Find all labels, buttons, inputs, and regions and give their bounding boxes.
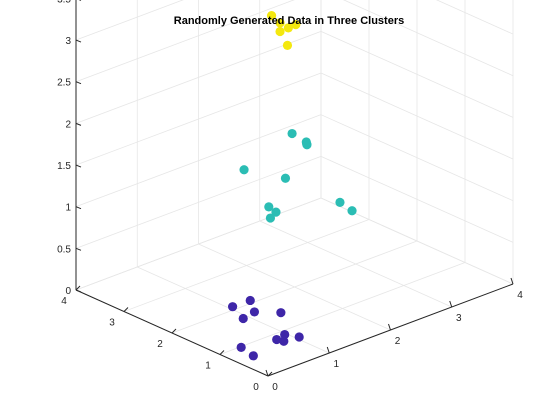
x-tick-mark xyxy=(449,300,453,308)
z-tick-label: 2 xyxy=(65,119,71,130)
z-tick-label: 1 xyxy=(65,203,71,214)
data-point-cluster-1 xyxy=(279,336,289,346)
y-tick-label: 4 xyxy=(61,296,67,307)
y-tick-mark xyxy=(75,285,81,291)
x-tick-label: 2 xyxy=(395,336,401,347)
y-tick-mark xyxy=(267,371,273,377)
data-point-cluster-1 xyxy=(248,351,258,361)
wall-grid-line xyxy=(435,0,514,35)
wall-grid-line xyxy=(320,72,514,160)
data-point-cluster-2 xyxy=(335,197,345,207)
z-tick-mark xyxy=(75,206,82,210)
x-tick-mark xyxy=(388,323,391,331)
z-tick-mark xyxy=(75,289,82,293)
z-tick-mark xyxy=(75,247,82,251)
data-point-cluster-1 xyxy=(276,308,286,318)
x-tick-mark xyxy=(510,277,514,285)
y-tick-label: 2 xyxy=(157,339,163,350)
data-point-cluster-1 xyxy=(236,342,246,352)
wall-grid-line xyxy=(320,31,514,118)
data-point-cluster-2 xyxy=(265,213,276,223)
z-tick-label: 0 xyxy=(65,286,71,297)
floor-grid-line xyxy=(123,219,370,312)
y-tick-mark xyxy=(171,328,177,334)
data-point-cluster-1 xyxy=(245,295,255,306)
wall-grid-line xyxy=(75,0,184,41)
y-tick-label: 0 xyxy=(253,382,259,393)
wall-grid-line xyxy=(75,155,322,249)
data-point-cluster-1 xyxy=(249,307,260,317)
y-tick-label: 3 xyxy=(109,318,115,329)
chart-title: Randomly Generated Data in Three Cluster… xyxy=(174,15,404,27)
wall-grid-line xyxy=(75,114,322,208)
z-tick-label: 3.5 xyxy=(57,0,71,5)
data-point-cluster-2 xyxy=(239,165,249,175)
data-point-cluster-1 xyxy=(228,302,238,312)
z-tick-mark xyxy=(75,164,82,168)
data-point-cluster-3 xyxy=(291,20,301,30)
y-tick-mark xyxy=(219,350,225,355)
z-tick-label: 0.5 xyxy=(57,244,71,255)
data-point-cluster-3 xyxy=(283,23,293,33)
data-point-cluster-2 xyxy=(280,173,291,183)
data-point-cluster-2 xyxy=(347,206,357,216)
x-tick-label: 1 xyxy=(333,359,339,370)
x-tick-label: 4 xyxy=(517,290,523,301)
data-point-cluster-2 xyxy=(287,128,297,139)
z-tick-label: 3 xyxy=(65,36,71,47)
data-point-cluster-2 xyxy=(271,207,281,217)
wall-grid-line xyxy=(75,30,322,124)
z-tick-mark xyxy=(75,81,82,85)
data-point-cluster-1 xyxy=(294,332,304,342)
wall-grid-line xyxy=(320,155,514,243)
x-tick-label: 3 xyxy=(456,313,462,324)
y-tick-label: 1 xyxy=(205,361,211,372)
data-point-cluster-2 xyxy=(264,202,274,212)
x-tick-label: 0 xyxy=(272,382,278,393)
data-point-cluster-2 xyxy=(301,137,311,147)
data-point-cluster-3 xyxy=(266,11,277,21)
point-layer xyxy=(228,11,357,361)
axis-layer xyxy=(75,0,514,377)
y-tick-mark xyxy=(123,307,129,312)
x-tick-mark xyxy=(326,346,330,354)
wall-grid-line xyxy=(320,114,514,202)
data-point-cluster-1 xyxy=(272,334,282,345)
data-point-cluster-3 xyxy=(275,18,285,28)
wall-grid-line xyxy=(75,72,322,166)
data-point-cluster-3 xyxy=(275,26,285,37)
x-tick-mark xyxy=(265,369,269,377)
wall-grid-line xyxy=(342,0,514,77)
z-tick-mark xyxy=(75,122,82,126)
z-tick-label: 1.5 xyxy=(57,161,71,172)
data-point-cluster-3 xyxy=(282,40,293,50)
z-tick-label: 2.5 xyxy=(57,78,71,89)
data-point-cluster-1 xyxy=(238,313,248,324)
floor-grid-line xyxy=(219,262,466,355)
floor-grid-line xyxy=(171,240,418,334)
z-tick-mark xyxy=(75,39,82,43)
wall-grid-line xyxy=(75,0,295,83)
